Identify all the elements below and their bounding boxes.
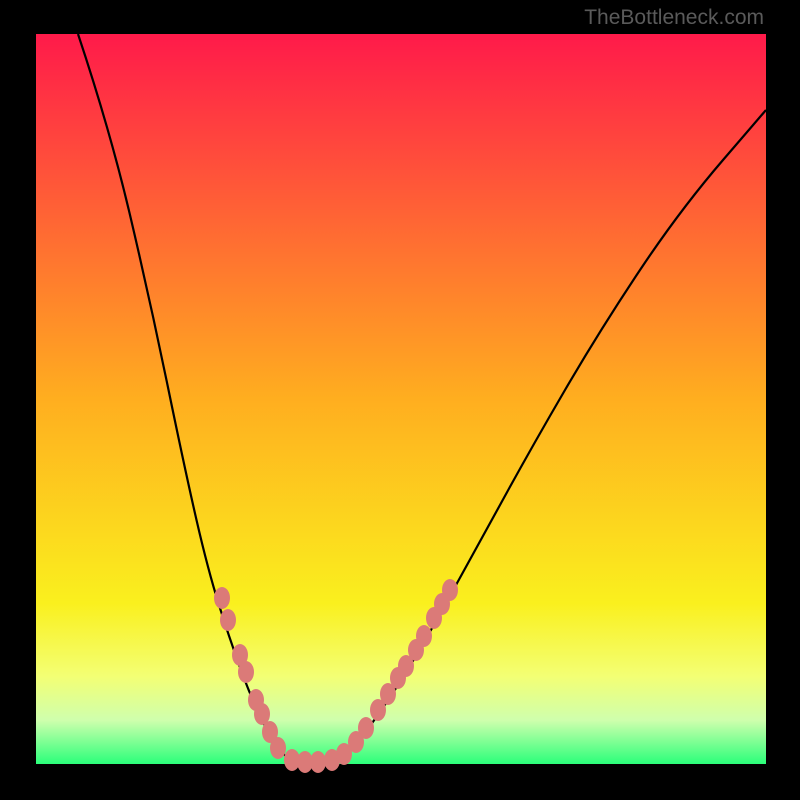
curve-marker [416, 625, 432, 647]
curve-marker [220, 609, 236, 631]
curve-marker [442, 579, 458, 601]
curve-marker [270, 737, 286, 759]
curve-marker [214, 587, 230, 609]
chart-frame: TheBottleneck.com [0, 0, 800, 800]
curve-marker [358, 717, 374, 739]
curve-marker [310, 751, 326, 773]
curve-layer [0, 0, 800, 800]
curve-marker [238, 661, 254, 683]
